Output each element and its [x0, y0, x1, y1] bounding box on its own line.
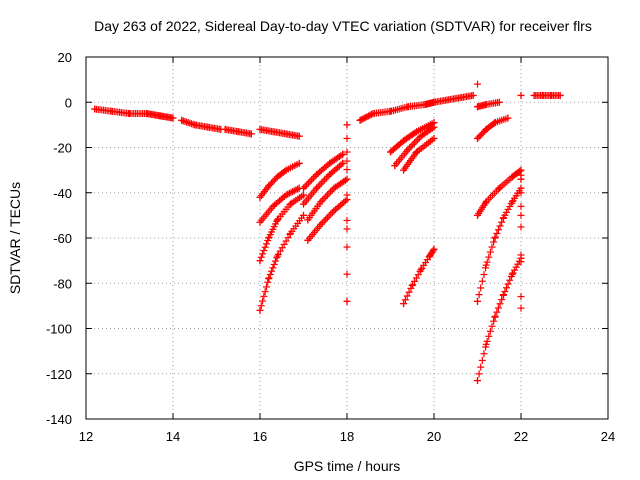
- x-tick-label: 22: [514, 429, 528, 444]
- point-trail: [474, 166, 525, 219]
- point-trail: [300, 150, 347, 192]
- y-tick-label: 20: [58, 50, 72, 65]
- series-arc-4: [256, 125, 303, 140]
- data-point: [343, 225, 351, 233]
- point-trail: [256, 159, 303, 201]
- series-arc-7: [256, 191, 307, 265]
- point-trail: [530, 91, 564, 99]
- series-arc-11: [304, 175, 351, 224]
- point-trail: [391, 123, 438, 170]
- y-tick-label: -80: [53, 276, 72, 291]
- series-arc-13: [356, 98, 438, 124]
- series-arc-2: [178, 116, 225, 133]
- series-arc-19: [474, 98, 503, 111]
- point-trail: [256, 184, 303, 226]
- series-arc-15: [387, 119, 438, 156]
- x-tick-label: 20: [427, 429, 441, 444]
- series-arc-9: [300, 150, 347, 192]
- data-point: [517, 304, 525, 312]
- series-arc-6: [256, 184, 303, 226]
- x-axis-label: GPS time / hours: [294, 458, 401, 474]
- data-point: [517, 211, 525, 219]
- point-trail: [387, 119, 438, 156]
- point-trail: [256, 191, 307, 265]
- point-trail: [356, 98, 438, 124]
- x-tick-label: 14: [166, 429, 180, 444]
- data-points: [91, 80, 564, 385]
- series-isolated-21: [474, 80, 481, 88]
- point-trail: [221, 125, 255, 138]
- y-tick-label: 0: [65, 95, 72, 110]
- data-point: [343, 157, 351, 165]
- series-isolated-18: [343, 121, 351, 305]
- point-trail: [400, 245, 438, 308]
- series-arc-21: [474, 166, 525, 219]
- point-trail: [430, 91, 477, 106]
- y-tick-label: -20: [53, 141, 72, 156]
- series-arc-5: [256, 159, 303, 201]
- data-point: [474, 80, 481, 88]
- axis-ticks: 12 14 16 18 20 22 24 -140 -120 -100 -80 -60 -40 -20 0 2…: [46, 50, 615, 444]
- series-arc-17: [400, 134, 438, 174]
- series-arc-20: [474, 114, 512, 142]
- point-trail: [474, 114, 512, 142]
- series-arc-12: [304, 196, 351, 244]
- x-tick-label: 18: [340, 429, 354, 444]
- point-trail: [256, 211, 307, 314]
- y-tick-label: -100: [46, 322, 72, 337]
- plot-frame: [85, 56, 609, 420]
- series-arc-14: [430, 91, 477, 106]
- x-tick-label: 12: [79, 429, 93, 444]
- series-arc-22: [474, 184, 525, 305]
- series-arc-16: [391, 123, 438, 170]
- series-arc-8: [256, 211, 307, 314]
- point-trail: [517, 91, 525, 301]
- series-isolated-22: [517, 91, 525, 312]
- series-arc-3: [221, 125, 255, 138]
- chart-title: Day 263 of 2022, Sidereal Day-to-day VTE…: [94, 18, 592, 34]
- point-trail: [474, 184, 525, 305]
- point-trail: [343, 121, 351, 305]
- y-tick-label: -140: [46, 412, 72, 427]
- series-arc-24: [530, 91, 564, 99]
- series-arc-1: [91, 105, 177, 122]
- grid: [86, 57, 608, 419]
- point-trail: [304, 175, 351, 224]
- point-trail: [400, 134, 438, 174]
- point-trail: [300, 159, 347, 208]
- data-point: [273, 252, 281, 260]
- x-tick-label: 24: [601, 429, 615, 444]
- y-tick-label: -60: [53, 231, 72, 246]
- point-trail: [256, 125, 303, 140]
- data-point: [273, 216, 281, 224]
- point-trail: [91, 105, 177, 122]
- x-tick-label: 16: [253, 429, 267, 444]
- data-point: [417, 266, 425, 274]
- point-trail: [474, 98, 503, 111]
- series-arc-18: [400, 245, 438, 308]
- y-axis-label: SDTVAR / TECUs: [7, 182, 23, 294]
- series-arc-10: [300, 159, 347, 208]
- point-trail: [178, 116, 225, 133]
- y-tick-label: -40: [53, 186, 72, 201]
- point-trail: [304, 196, 351, 244]
- y-tick-label: -120: [46, 367, 72, 382]
